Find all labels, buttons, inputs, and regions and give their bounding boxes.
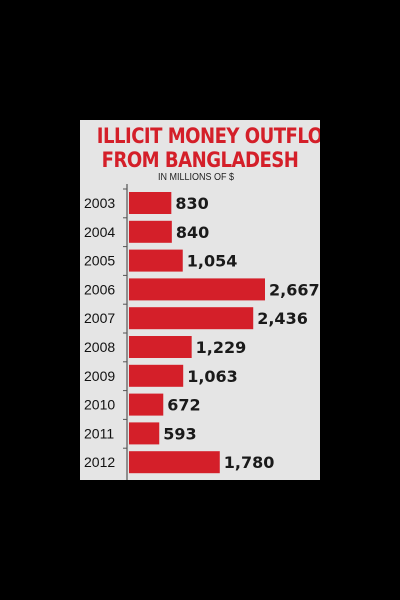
bar	[129, 336, 192, 358]
value-label: 672	[167, 396, 200, 415]
value-label: 1,229	[196, 338, 247, 357]
bar-chart: 2003 830 2004 840 2005 1,054 2006 2,667 2007 2,43…	[84, 184, 320, 480]
value-label: 840	[176, 223, 209, 242]
chart-title-line-2: FROM BANGLADESH	[101, 148, 299, 172]
chart-subtitle: IN MILLIONS OF $	[158, 172, 235, 183]
value-label: 1,054	[187, 252, 238, 271]
bar	[129, 393, 164, 416]
bar	[129, 307, 254, 330]
category-label: 2003	[84, 195, 115, 211]
chart-panel: ILLICIT MONEY OUTFLOW FROM BANGLADESH IN…	[80, 120, 320, 480]
bar	[129, 220, 172, 243]
category-label: 2010	[84, 397, 115, 413]
bar	[129, 451, 220, 474]
bar	[129, 249, 183, 272]
bar	[129, 364, 184, 387]
value-label: 1,063	[187, 367, 238, 386]
bar	[129, 192, 172, 214]
category-label: 2006	[84, 281, 115, 297]
category-label: 2008	[84, 339, 115, 355]
chart-title-line-1: ILLICIT MONEY OUTFLOW	[96, 124, 320, 148]
value-label: 1,780	[224, 453, 275, 472]
bar	[129, 422, 160, 445]
category-label: 2012	[84, 454, 115, 470]
category-label: 2009	[84, 368, 115, 384]
category-label: 2005	[84, 253, 115, 269]
value-label: 593	[163, 424, 196, 443]
value-label: 2,436	[257, 309, 308, 328]
category-label: 2011	[84, 425, 114, 441]
category-label: 2004	[84, 224, 115, 240]
value-label: 830	[175, 194, 208, 213]
value-label: 2,667	[269, 280, 320, 299]
category-label: 2007	[84, 310, 115, 326]
bar	[129, 278, 265, 301]
